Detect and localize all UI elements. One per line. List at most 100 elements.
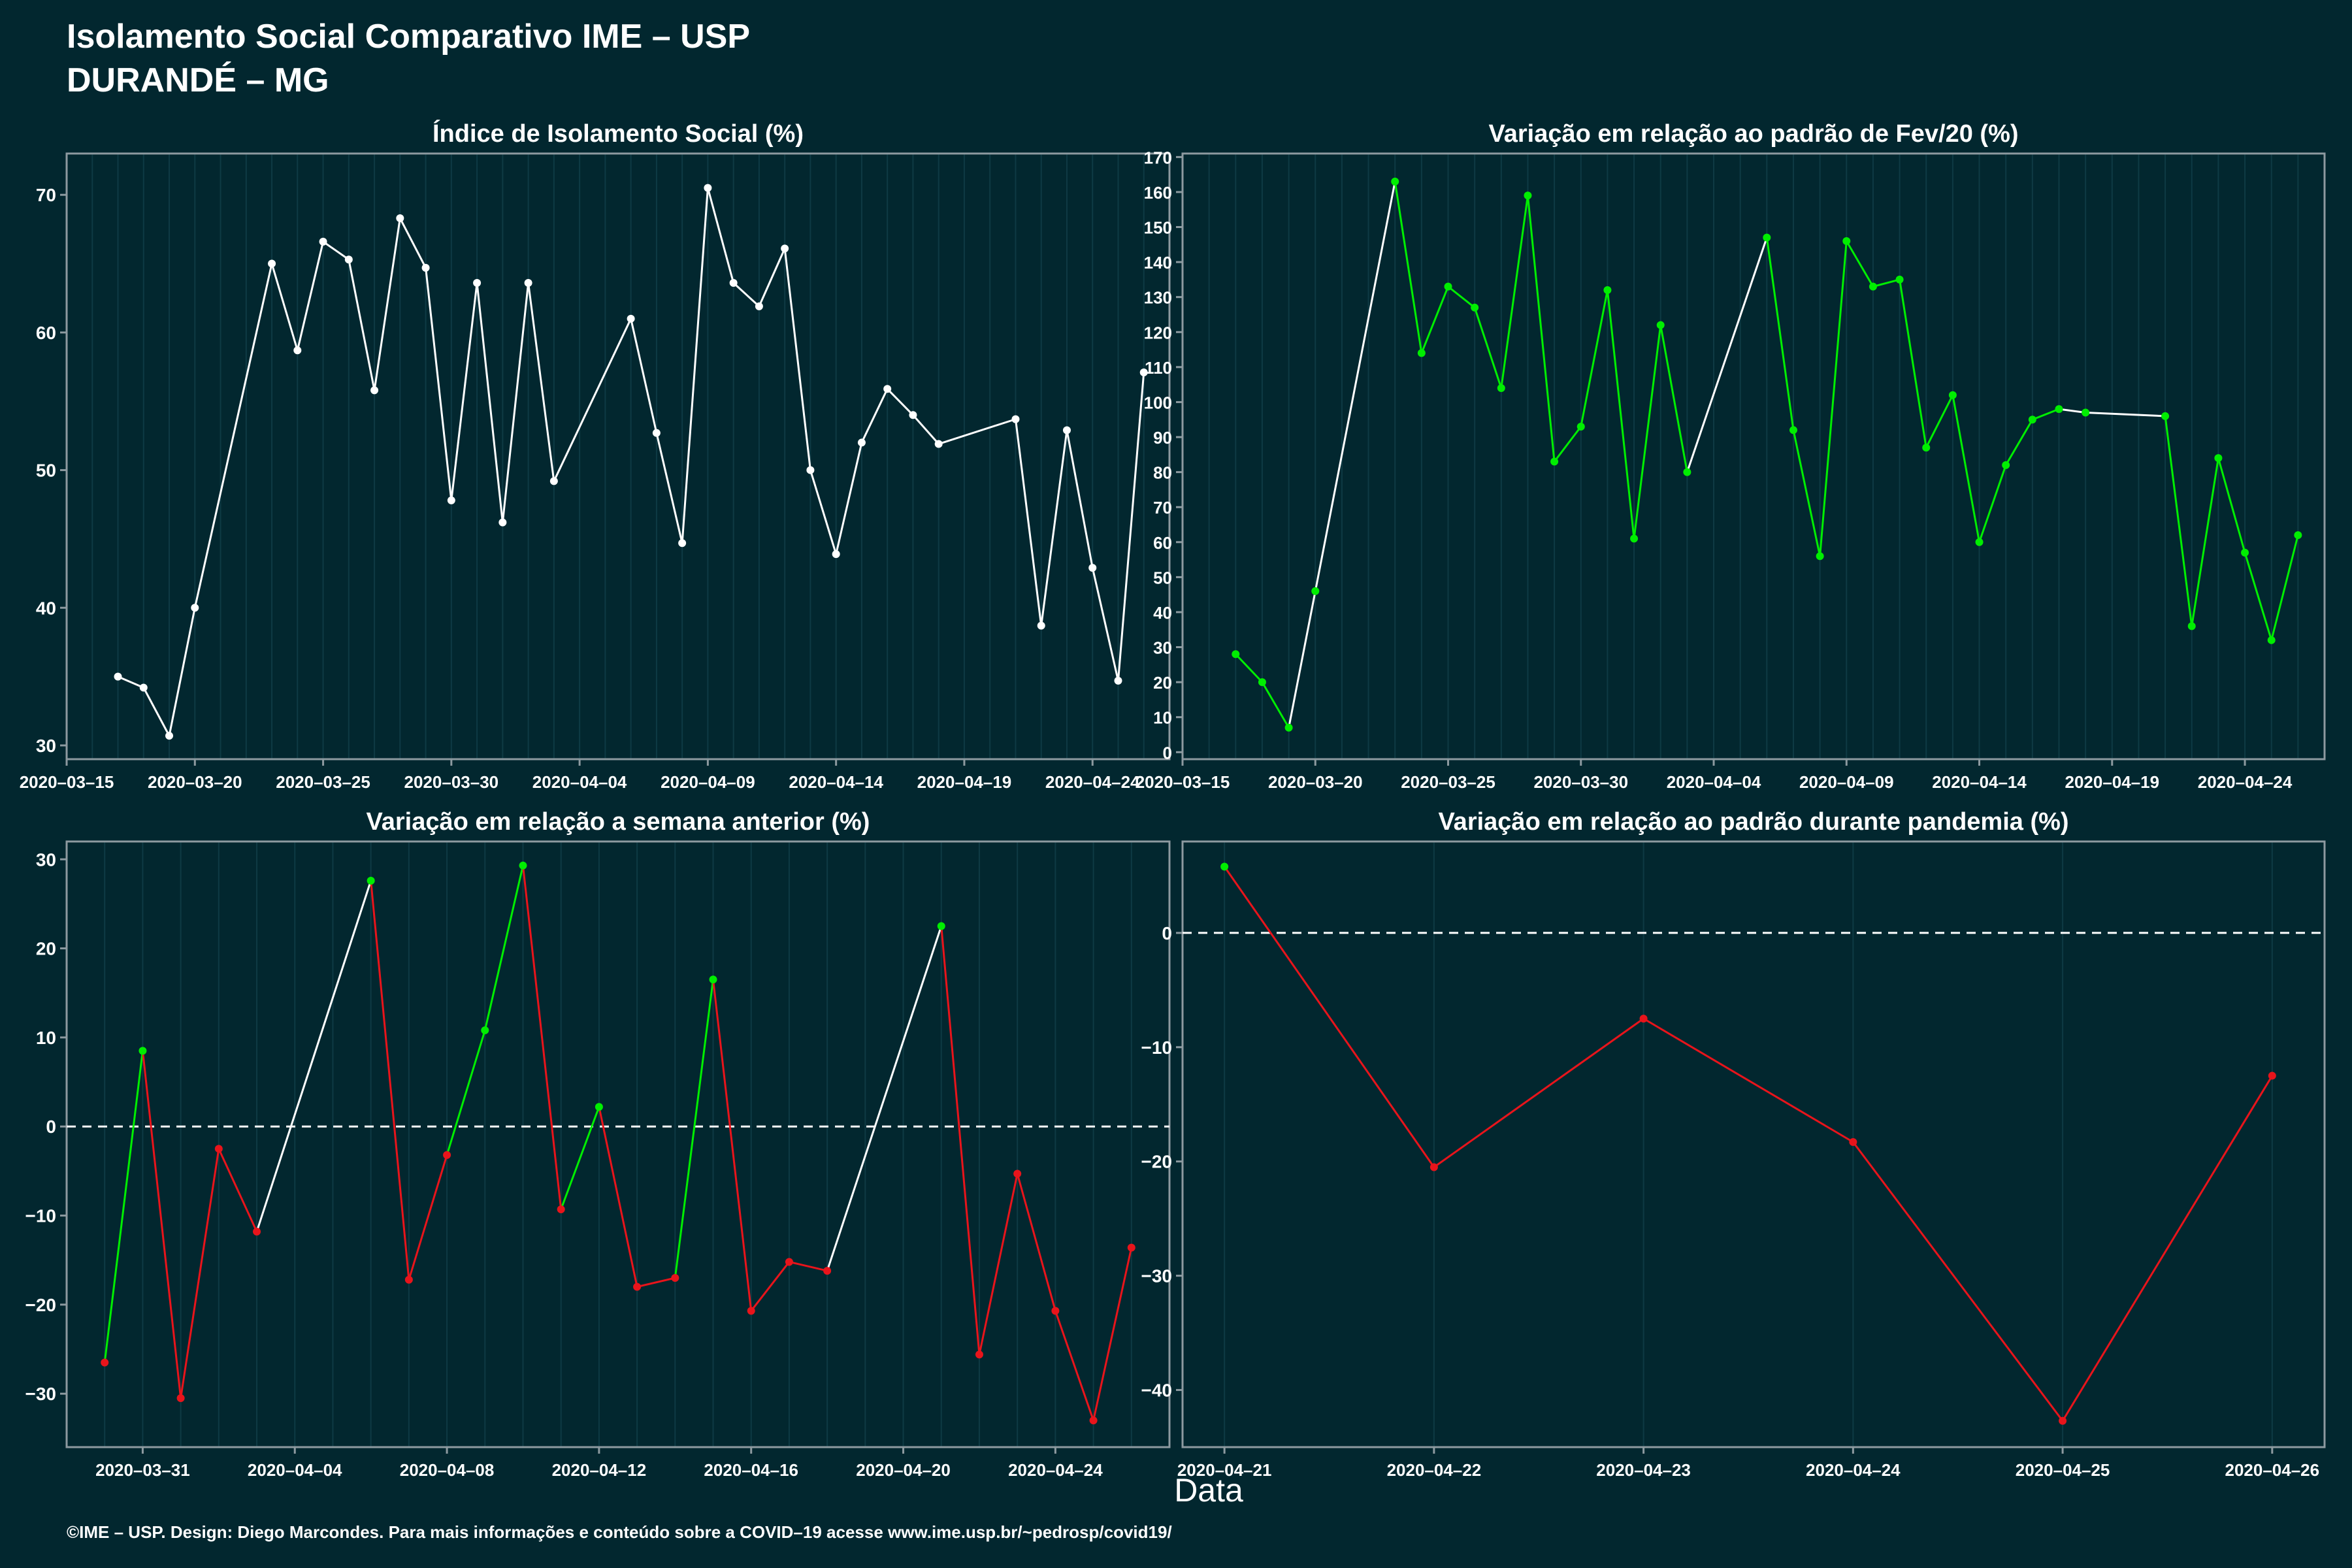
y-tick-label: 10 <box>36 1028 56 1048</box>
data-point <box>1284 723 1293 732</box>
data-point <box>176 1394 185 1403</box>
x-tick-label: 2020–04–22 <box>1387 1460 1482 1480</box>
panel-title-3: Variação em relação a semana anterior (%… <box>367 808 870 836</box>
x-tick-label: 2020–04–24 <box>2198 772 2293 792</box>
data-point <box>1922 444 1931 452</box>
panel-frame <box>1181 152 2326 760</box>
series-line-segment <box>193 263 273 608</box>
series-line-segment <box>1394 181 1423 353</box>
x-tick-label: 2020–04–21 <box>1177 1460 1272 1480</box>
series-line-segment <box>706 188 735 284</box>
y-tick-label: −40 <box>1141 1380 1173 1401</box>
y-tick-label: 110 <box>1145 358 1172 378</box>
data-point <box>633 1282 642 1291</box>
series-line-segment <box>1066 430 1094 568</box>
series-line-segment <box>483 865 524 1031</box>
series-line-segment <box>1091 567 1119 681</box>
y-tick-label: 0 <box>1162 923 1172 943</box>
data-point <box>1311 587 1320 595</box>
data-point <box>1639 1015 1648 1023</box>
series-line-segment <box>476 282 504 523</box>
data-point <box>1789 426 1797 434</box>
y-tick-label: 80 <box>1153 463 1172 483</box>
data-point <box>498 518 507 527</box>
series-line-segment <box>835 442 863 555</box>
x-tick-label: 2020–04–09 <box>661 772 755 792</box>
x-tick-label: 2020–04–09 <box>1799 772 1894 792</box>
x-tick-label: 2020–03–25 <box>276 772 370 792</box>
x-tick-label: 2020–03–30 <box>404 772 499 792</box>
data-point <box>1429 1163 1438 1171</box>
x-tick-label: 2020–04–14 <box>789 772 883 792</box>
series-line-segment <box>630 318 658 434</box>
footer-credit: ©IME – USP. Design: Diego Marcondes. Par… <box>67 1522 1172 1542</box>
x-tick-label: 2020–03–20 <box>1268 772 1363 792</box>
series-line-segment <box>2244 552 2273 641</box>
series-line-segment <box>255 880 372 1232</box>
data-point <box>823 1267 832 1275</box>
data-point <box>1471 303 1479 312</box>
series-line-segment <box>501 282 530 523</box>
series-line-segment <box>2004 419 2034 466</box>
series-line-segment <box>912 414 939 445</box>
data-point <box>2002 461 2010 469</box>
series-line-segment <box>1952 395 1981 543</box>
series-line-segment <box>674 979 715 1279</box>
x-tick-label: 2020–03–31 <box>95 1460 190 1480</box>
data-point <box>367 876 375 885</box>
y-tick-label: 70 <box>1153 498 1172 517</box>
series-line-segment <box>1261 681 1290 728</box>
series-line-segment <box>1659 325 1688 472</box>
series-line-segment <box>1553 426 1582 463</box>
series-line-segment <box>1633 325 1662 539</box>
data-point <box>2059 1416 2067 1425</box>
series-line-segment <box>1845 240 1874 287</box>
series-line-segment <box>681 188 709 544</box>
series-line-segment <box>1925 395 1954 448</box>
series-line-segment <box>560 1106 600 1210</box>
data-point <box>1683 468 1691 476</box>
y-tick-label: 130 <box>1144 288 1172 308</box>
data-point <box>214 1145 223 1153</box>
series-line-segment <box>370 880 410 1280</box>
y-tick-label: 100 <box>1144 393 1172 412</box>
series-line-segment <box>1288 591 1316 728</box>
data-point <box>1391 177 1399 186</box>
y-tick-label: 90 <box>1153 428 1172 448</box>
series-line-segment <box>348 259 376 391</box>
data-point <box>755 302 763 310</box>
y-tick-label: 120 <box>1144 323 1172 342</box>
series-line-segment <box>978 1173 1019 1355</box>
data-point <box>2055 405 2063 414</box>
x-tick-label: 2020–04–24 <box>1045 772 1140 792</box>
data-point <box>1011 415 1020 423</box>
data-point <box>2187 622 2196 630</box>
series-line-segment <box>408 1154 448 1281</box>
data-point <box>937 922 945 930</box>
data-point <box>1497 384 1505 393</box>
data-point <box>652 429 661 437</box>
data-point <box>1062 426 1071 434</box>
data-point <box>785 1258 793 1266</box>
series-line-segment <box>373 218 401 391</box>
series-line-segment <box>180 1149 220 1399</box>
series-line-segment <box>2061 1075 2274 1422</box>
series-line-segment <box>399 218 427 269</box>
series-line-segment <box>1447 286 1476 308</box>
y-tick-label: 30 <box>1153 638 1172 658</box>
series-line-segment <box>1792 430 1821 557</box>
x-tick-label: 2020–03–20 <box>148 772 242 792</box>
series-line-segment <box>655 433 683 544</box>
series-line-segment <box>270 263 299 351</box>
series-line-segment <box>2217 457 2246 553</box>
data-point <box>704 184 712 192</box>
data-point <box>1220 862 1229 871</box>
data-point <box>1948 391 1957 399</box>
x-tick-label: 2020–04–08 <box>400 1460 495 1480</box>
y-tick-label: 160 <box>1144 183 1172 203</box>
data-point <box>857 438 866 447</box>
x-tick-label: 2020–04–04 <box>1667 772 1761 792</box>
series-line-segment <box>2191 457 2219 627</box>
series-line-segment <box>1433 1017 1644 1168</box>
